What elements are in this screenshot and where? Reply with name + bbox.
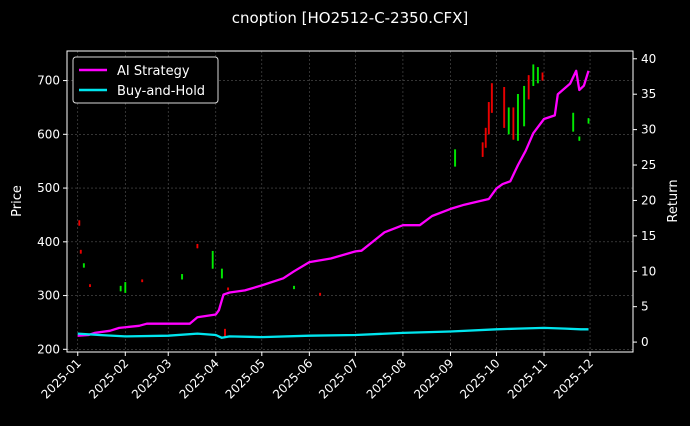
- candle-body: [523, 85, 526, 127]
- candle-body: [79, 249, 82, 254]
- candle-body: [481, 142, 484, 157]
- y-left-tick-label: 400: [37, 235, 60, 249]
- candle-body: [536, 67, 539, 84]
- y-right-tick-label: 30: [641, 123, 656, 137]
- candle-body: [487, 102, 490, 135]
- y-right-tick-label: 10: [641, 264, 656, 278]
- candle-body: [141, 279, 144, 283]
- candle-body: [516, 94, 519, 141]
- y-right-tick-label: 35: [641, 87, 656, 101]
- candle-layer: [78, 64, 590, 338]
- y-right-tick-label: 0: [641, 335, 649, 349]
- candle-body: [223, 328, 226, 338]
- candle-body: [527, 75, 530, 100]
- legend: AI Strategy Buy-and-Hold: [72, 56, 219, 104]
- y-right-tick-label: 40: [641, 52, 656, 66]
- candle-body: [227, 287, 230, 291]
- candle-body: [484, 127, 487, 148]
- candle-body: [181, 274, 184, 280]
- candle-body: [319, 292, 322, 296]
- candle-body: [124, 282, 127, 293]
- candle-body: [503, 87, 506, 128]
- y-right-tick-label: 20: [641, 193, 656, 207]
- candle-body: [541, 72, 544, 81]
- candle-body: [119, 285, 122, 292]
- candle-body: [211, 250, 214, 269]
- candle-body: [578, 136, 581, 141]
- y-right-tick-label: 15: [641, 229, 656, 243]
- legend-label-ai-strategy: AI Strategy: [117, 64, 190, 79]
- candle-body: [89, 284, 92, 287]
- y-axis-label-right: Return: [666, 179, 681, 222]
- chart-title: cnoption [HO2512-C-2350.CFX]: [232, 9, 469, 27]
- line-layer: [77, 69, 590, 339]
- y-left-tick-label: 200: [37, 342, 60, 356]
- candle-body: [587, 118, 590, 124]
- y-left-tick-label: 700: [37, 74, 60, 88]
- candle-body: [196, 243, 199, 249]
- y-axis-label-left: Price: [10, 185, 25, 217]
- candle-body: [220, 268, 223, 279]
- candle-body: [507, 107, 510, 135]
- candle-body: [293, 285, 296, 290]
- plot-frame: [66, 50, 634, 353]
- candle-body: [512, 107, 515, 140]
- legend-box: [72, 56, 219, 104]
- candle-body: [490, 83, 493, 113]
- candle-body: [82, 263, 85, 268]
- candle-body: [454, 149, 457, 167]
- y-left-tick-label: 300: [37, 289, 60, 303]
- y-left-tick-label: 600: [37, 127, 60, 141]
- candle-body: [532, 64, 535, 86]
- y-left-tick-label: 500: [37, 181, 60, 195]
- legend-label-buy-and-hold: Buy-and-Hold: [117, 84, 205, 99]
- y-right-tick-label: 25: [641, 158, 656, 172]
- series-line-ai-strategy: [77, 69, 590, 337]
- candle-body: [78, 220, 81, 226]
- series-line-buy-and-hold: [77, 326, 589, 339]
- y-right-tick-label: 5: [641, 300, 649, 314]
- candle-body: [572, 112, 575, 132]
